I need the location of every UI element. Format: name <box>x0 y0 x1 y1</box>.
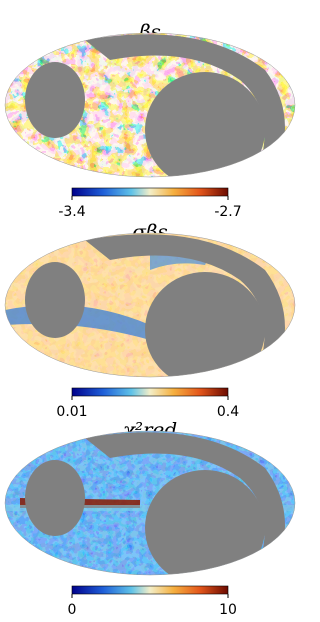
map-outline <box>4 430 296 576</box>
sky-map <box>5 33 295 177</box>
mask-large <box>145 272 265 377</box>
map-outline <box>4 232 296 378</box>
colorbar-tick-label: 0 <box>68 602 77 618</box>
mask-small <box>25 460 85 536</box>
map-panel: βs-3.4 -2.7 <box>4 20 296 220</box>
mask-large <box>145 72 265 177</box>
mask-arc <box>85 432 285 563</box>
sky-map <box>5 233 295 377</box>
sky-map <box>5 431 295 575</box>
colorbar-tick-label: 0.4 <box>217 404 239 420</box>
mask-arc <box>85 234 285 365</box>
map-outline <box>4 32 296 178</box>
colorbar-tick-label: 10 <box>219 602 237 618</box>
colorbar <box>71 187 229 197</box>
colorbar-tick-label: -3.4 <box>58 204 85 220</box>
mask-arc <box>85 34 285 166</box>
mask-small <box>25 262 85 338</box>
mask-large <box>145 470 265 575</box>
colorbar-tick-label: 0.01 <box>56 404 87 420</box>
colorbar-tick-label: -2.7 <box>214 204 241 220</box>
colorbar <box>71 387 229 397</box>
mask-small <box>25 62 85 138</box>
colorbar <box>71 585 229 595</box>
